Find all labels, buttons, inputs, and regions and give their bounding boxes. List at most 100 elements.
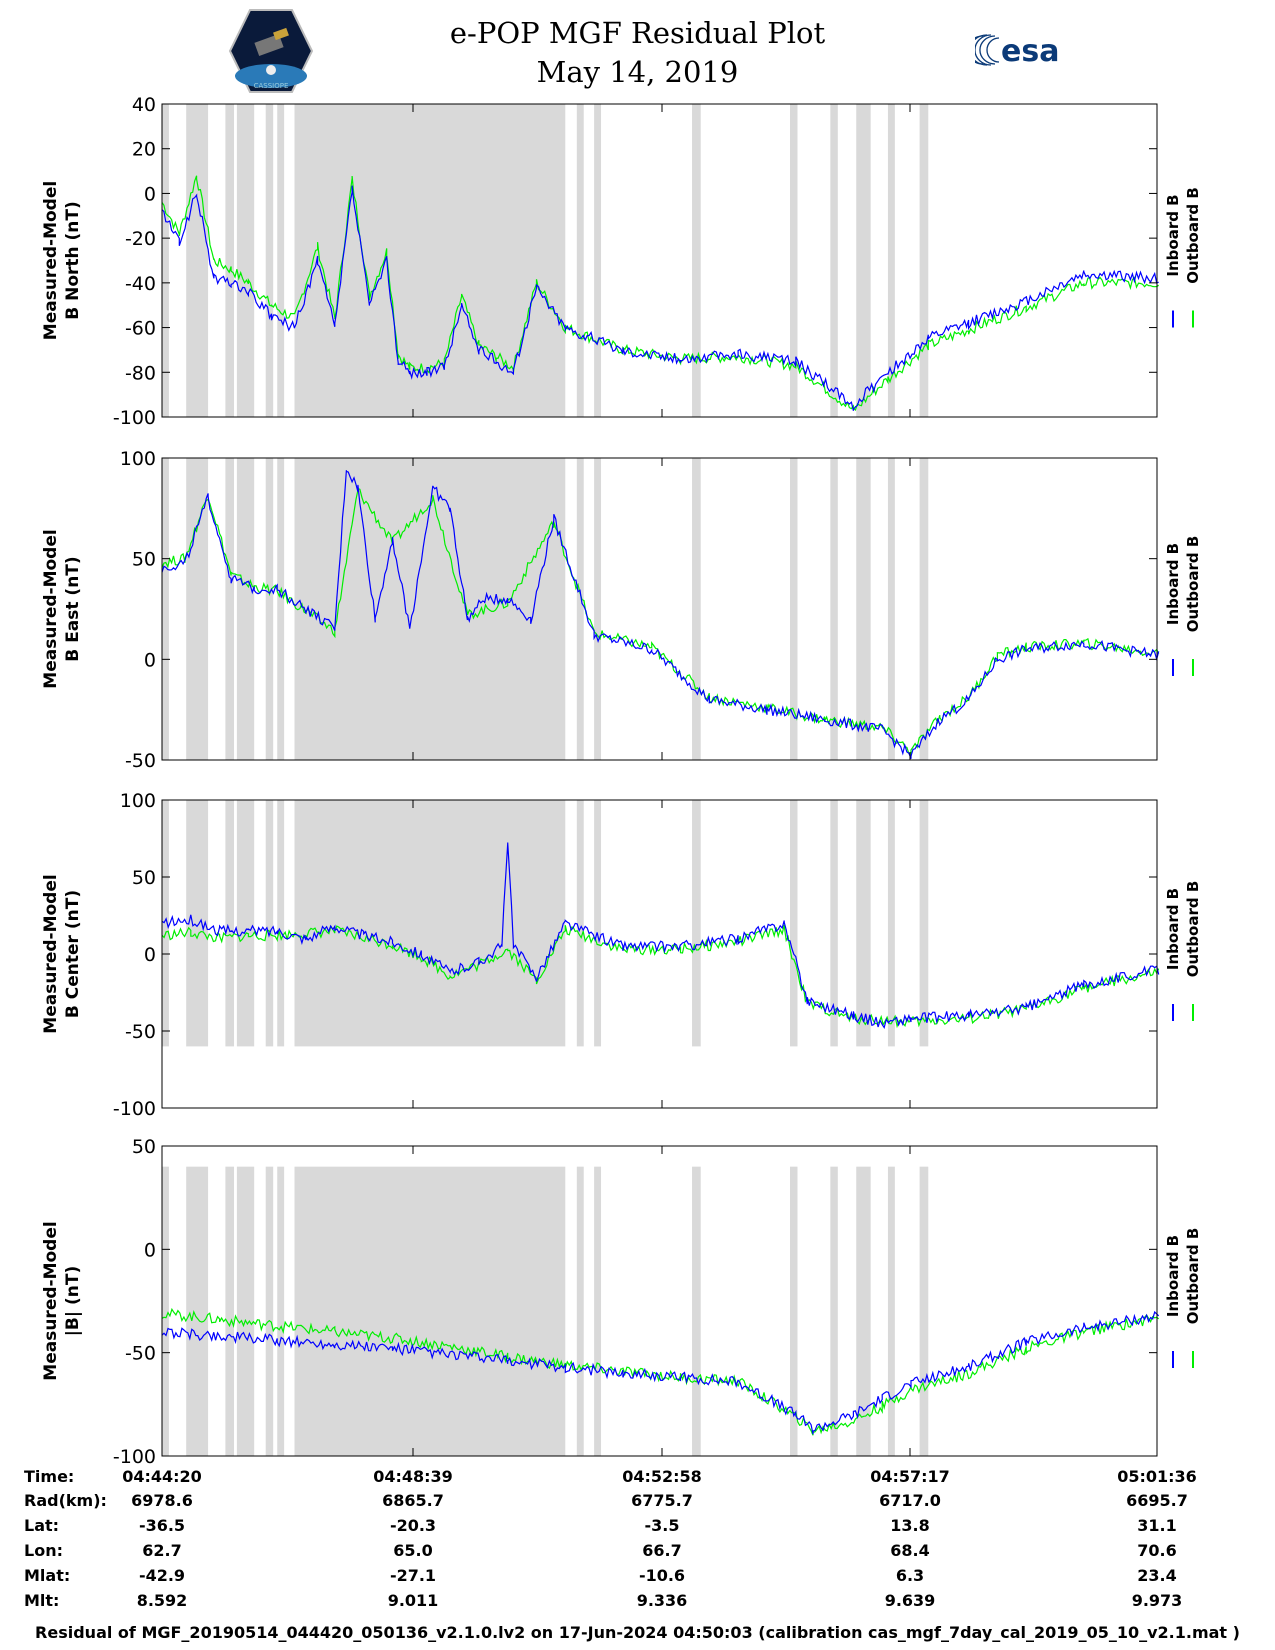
legend-label: Outboard B [1184, 1228, 1202, 1325]
shaded-interval [576, 104, 584, 417]
shaded-interval [919, 1166, 929, 1456]
y-tick-label: -100 [113, 407, 156, 429]
y-tick-label: 50 [132, 549, 156, 571]
cassiope-logo-text: CASSIOPE [254, 82, 289, 90]
shaded-interval [856, 1166, 871, 1456]
shaded-interval [225, 800, 235, 1047]
plot-frame [161, 103, 1158, 418]
info-cell: 6695.7 [1126, 1491, 1188, 1510]
shaded-interval [186, 458, 209, 760]
shaded-interval [887, 104, 895, 417]
y-tick-label: 20 [132, 139, 156, 161]
info-cell: 6775.7 [631, 1491, 693, 1510]
legend-label: Outboard B [1184, 881, 1202, 978]
info-row-label: Lon: [24, 1541, 63, 1560]
shaded-interval [186, 104, 209, 417]
shaded-interval [830, 1166, 838, 1456]
series-line-inboard [161, 185, 1159, 411]
y-tick-label: 100 [120, 448, 156, 470]
y-axis-label: Measured-Model [41, 529, 61, 688]
y-tick-label: 0 [144, 1239, 156, 1261]
info-cell: 6978.6 [131, 1491, 193, 1510]
info-cell: -20.3 [389, 1516, 437, 1535]
shaded-interval [887, 458, 895, 760]
y-tick-label: -100 [113, 1098, 156, 1120]
info-cell: -3.5 [644, 1516, 680, 1535]
info-row-label: Lat: [24, 1516, 60, 1535]
y-axis-label: B North (nT) [63, 201, 83, 320]
series-line-inboard [161, 470, 1160, 760]
y-tick-label: -60 [125, 318, 156, 340]
shaded-interval [186, 800, 209, 1047]
y-tick-label: 0 [144, 183, 156, 205]
info-cell: 04:57:17 [870, 1467, 950, 1486]
info-cell: 8.592 [136, 1591, 188, 1610]
y-tick-label: -50 [125, 1021, 156, 1043]
shaded-interval [856, 800, 871, 1047]
y-tick-label: 40 [132, 94, 156, 116]
y-tick-label: -80 [125, 362, 156, 384]
info-cell: 62.7 [142, 1541, 182, 1560]
shaded-interval [692, 800, 701, 1047]
info-cell: 9.639 [884, 1591, 936, 1610]
info-cell: 9.973 [1131, 1591, 1183, 1610]
y-tick-label: 50 [132, 1136, 156, 1158]
shaded-interval [225, 1166, 235, 1456]
y-tick-label: 0 [144, 944, 156, 966]
info-cell: 6.3 [895, 1566, 925, 1585]
series-line-outboard [161, 1307, 1160, 1436]
info-cell: -36.5 [138, 1516, 186, 1535]
y-tick-label: -100 [113, 1446, 156, 1468]
shaded-interval [789, 104, 798, 417]
y-axis-label: Measured-Model [41, 874, 61, 1033]
shaded-interval [277, 104, 285, 417]
info-cell: -42.9 [138, 1566, 186, 1585]
y-tick-label: 50 [132, 867, 156, 889]
info-cell: 04:52:58 [622, 1467, 702, 1486]
shaded-interval [225, 104, 235, 417]
chart-title: e-POP MGF Residual Plot [449, 16, 826, 50]
shaded-interval [594, 104, 602, 417]
shaded-interval [692, 458, 701, 760]
shaded-interval [576, 458, 584, 760]
legend-label: Outboard B [1184, 536, 1202, 633]
shaded-interval [162, 458, 169, 760]
shaded-interval [162, 800, 169, 1047]
shaded-interval [887, 1166, 895, 1456]
shaded-interval [830, 458, 838, 760]
esa-logo-icon: esa [975, 34, 1059, 69]
y-tick-label: -40 [125, 273, 156, 295]
shaded-interval [186, 1166, 209, 1456]
y-axis-label: B East (nT) [63, 556, 83, 661]
info-cell: 04:48:39 [373, 1467, 453, 1486]
shaded-interval [789, 458, 798, 760]
info-cell: 9.336 [636, 1591, 688, 1610]
shaded-interval [887, 800, 895, 1047]
shaded-interval [294, 104, 566, 417]
shaded-interval [236, 458, 255, 760]
shaded-interval [856, 104, 871, 417]
plot-frame [161, 1145, 1158, 1457]
footer-caption: Residual of MGF_20190514_044420_050136_v… [35, 1623, 1240, 1642]
shaded-interval [236, 104, 255, 417]
info-cell: 31.1 [1137, 1516, 1177, 1535]
shaded-interval [277, 458, 285, 760]
y-axis-label: |B| (nT) [63, 1266, 83, 1337]
shaded-interval [236, 800, 255, 1047]
info-cell: -27.1 [389, 1566, 437, 1585]
info-cell: 6865.7 [382, 1491, 444, 1510]
info-cell: 04:44:20 [122, 1467, 202, 1486]
info-cell: 23.4 [1137, 1566, 1177, 1585]
cassiope-logo-icon: CASSIOPE [228, 9, 314, 93]
info-cell: 05:01:36 [1117, 1467, 1197, 1486]
info-row-label: Mlt: [24, 1591, 60, 1610]
shaded-interval [294, 1166, 566, 1456]
info-cell: -10.6 [638, 1566, 686, 1585]
legend-label: Outboard B [1184, 187, 1202, 284]
info-row-label: Time: [24, 1467, 75, 1486]
info-cell: 68.4 [890, 1541, 930, 1560]
shaded-interval [789, 800, 798, 1047]
chart-date: May 14, 2019 [536, 55, 739, 89]
y-tick-label: -50 [125, 750, 156, 772]
